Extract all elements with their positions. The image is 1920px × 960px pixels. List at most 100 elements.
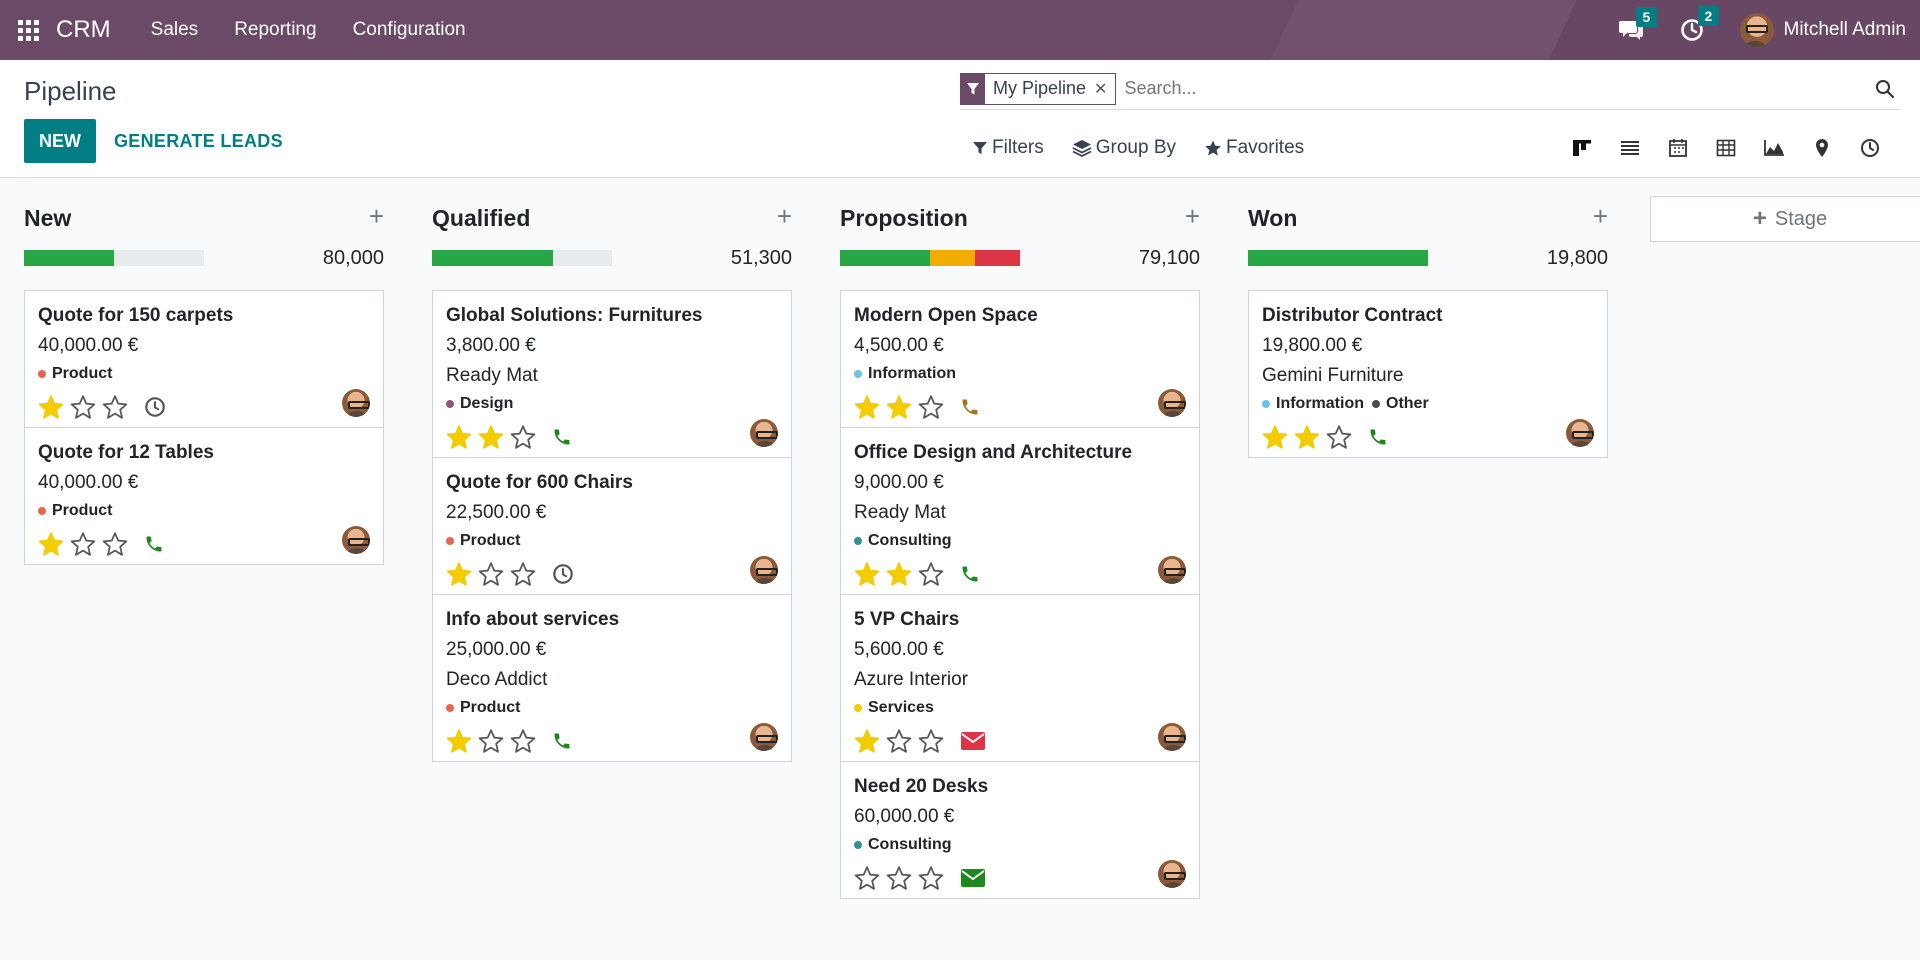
kanban-card[interactable]: Distributor Contract 19,800.00 € Gemini Fu… xyxy=(1249,291,1607,458)
kanban-card[interactable]: Global Solutions: Furnitures 3,800.00 € Re… xyxy=(433,291,791,458)
activities-button[interactable]: 2 xyxy=(1680,6,1720,42)
card-list: Distributor Contract 19,800.00 € Gemini Fu… xyxy=(1248,290,1608,458)
star-empty-icon[interactable] xyxy=(102,394,128,420)
star-filled-icon[interactable] xyxy=(854,728,880,754)
tag-color-dot xyxy=(38,507,46,515)
app-brand[interactable]: CRM xyxy=(56,16,111,43)
apps-menu-icon[interactable] xyxy=(16,18,40,42)
groupby-toggle[interactable]: Group By xyxy=(1072,137,1176,159)
star-empty-icon[interactable] xyxy=(886,865,912,891)
activity-view-icon[interactable] xyxy=(1846,128,1894,168)
menu-reporting[interactable]: Reporting xyxy=(234,19,317,40)
favorites-toggle[interactable]: Favorites xyxy=(1204,137,1304,159)
star-empty-icon[interactable] xyxy=(918,394,944,420)
star-filled-icon[interactable] xyxy=(446,424,472,450)
star-filled-icon[interactable] xyxy=(478,424,504,450)
assignee-avatar xyxy=(1158,860,1186,888)
star-empty-icon[interactable] xyxy=(918,561,944,587)
kanban-card[interactable]: Quote for 600 Chairs 22,500.00 € Product xyxy=(433,458,791,595)
star-empty-icon[interactable] xyxy=(70,394,96,420)
quick-create-icon[interactable]: + xyxy=(1184,201,1200,231)
phone-icon[interactable] xyxy=(144,534,164,554)
star-filled-icon[interactable] xyxy=(854,561,880,587)
quick-create-icon[interactable]: + xyxy=(776,201,792,231)
star-empty-icon[interactable] xyxy=(918,728,944,754)
star-empty-icon[interactable] xyxy=(886,728,912,754)
calendar-view-icon[interactable] xyxy=(1654,128,1702,168)
add-stage-button[interactable]: + Stage xyxy=(1650,196,1920,242)
kanban-card[interactable]: Modern Open Space 4,500.00 € Information xyxy=(841,291,1199,428)
star-empty-icon[interactable] xyxy=(1326,424,1352,450)
menu-sales[interactable]: Sales xyxy=(150,19,199,40)
quick-create-icon[interactable]: + xyxy=(1592,201,1608,231)
phone-icon[interactable] xyxy=(960,564,980,584)
kanban-card[interactable]: Quote for 12 Tables 40,000.00 € Product xyxy=(25,428,383,565)
phone-icon[interactable] xyxy=(552,427,572,447)
tag-color-dot xyxy=(446,400,454,408)
column-title: New xyxy=(24,205,72,231)
progress-segment[interactable] xyxy=(930,250,975,266)
map-view-icon[interactable] xyxy=(1798,128,1846,168)
kanban-card[interactable]: Quote for 150 carpets 40,000.00 € Product xyxy=(25,291,383,428)
star-empty-icon[interactable] xyxy=(510,424,536,450)
progress-segment[interactable] xyxy=(24,250,114,266)
layers-icon xyxy=(1072,140,1092,157)
filters-toggle[interactable]: Filters xyxy=(972,137,1044,159)
star-empty-icon[interactable] xyxy=(510,728,536,754)
search-input[interactable] xyxy=(1124,78,1870,99)
clock-icon[interactable] xyxy=(144,396,166,418)
star-filled-icon[interactable] xyxy=(854,394,880,420)
kanban-card[interactable]: Info about services 25,000.00 € Deco Addic… xyxy=(433,595,791,762)
clock-icon xyxy=(1680,19,1703,41)
pivot-view-icon[interactable] xyxy=(1702,128,1750,168)
star-filled-icon[interactable] xyxy=(1294,424,1320,450)
user-menu[interactable]: Mitchell Admin xyxy=(1739,13,1906,47)
phone-icon[interactable] xyxy=(960,397,980,417)
card-expected-revenue: 4,500.00 € xyxy=(854,335,944,356)
kanban-card[interactable]: Office Design and Architecture 9,000.00 €… xyxy=(841,428,1199,595)
graph-view-icon[interactable] xyxy=(1750,128,1798,168)
star-empty-icon[interactable] xyxy=(510,561,536,587)
envelope-icon[interactable] xyxy=(960,868,986,888)
kanban-card[interactable]: Need 20 Desks 60,000.00 € Consulting xyxy=(841,762,1199,899)
star-filled-icon[interactable] xyxy=(1262,424,1288,450)
star-empty-icon[interactable] xyxy=(102,531,128,557)
assignee-avatar xyxy=(342,389,370,417)
search-icon[interactable] xyxy=(1870,79,1900,99)
column-header: Proposition +79,100 xyxy=(840,179,1200,269)
star-filled-icon[interactable] xyxy=(38,394,64,420)
messages-button[interactable]: 5 xyxy=(1618,7,1658,41)
phone-icon[interactable] xyxy=(552,731,572,751)
phone-icon[interactable] xyxy=(1368,427,1388,447)
progress-segment[interactable] xyxy=(975,250,1020,266)
star-empty-icon[interactable] xyxy=(478,728,504,754)
column-progressbar[interactable] xyxy=(840,250,1020,266)
star-filled-icon[interactable] xyxy=(446,561,472,587)
envelope-icon[interactable] xyxy=(960,731,986,751)
star-empty-icon[interactable] xyxy=(918,865,944,891)
kanban-card[interactable]: 5 VP Chairs 5,600.00 € Azure Interior Servi… xyxy=(841,595,1199,762)
star-empty-icon[interactable] xyxy=(478,561,504,587)
generate-leads-button[interactable]: GENERATE LEADS xyxy=(114,130,283,151)
clock-icon[interactable] xyxy=(552,563,574,585)
facet-remove-icon[interactable]: ✕ xyxy=(1094,80,1108,98)
kanban-view-icon[interactable] xyxy=(1558,128,1606,168)
star-empty-icon[interactable] xyxy=(70,531,96,557)
card-title: 5 VP Chairs xyxy=(854,609,960,630)
column-progressbar[interactable] xyxy=(1248,250,1428,266)
star-filled-icon[interactable] xyxy=(886,561,912,587)
card-title: Quote for 150 carpets xyxy=(38,305,234,326)
column-progressbar[interactable] xyxy=(24,250,204,266)
star-filled-icon[interactable] xyxy=(446,728,472,754)
star-empty-icon[interactable] xyxy=(854,865,880,891)
progress-segment[interactable] xyxy=(1248,250,1428,266)
new-button[interactable]: NEW xyxy=(24,119,96,163)
progress-segment[interactable] xyxy=(840,250,930,266)
progress-segment[interactable] xyxy=(432,250,553,266)
list-view-icon[interactable] xyxy=(1606,128,1654,168)
star-filled-icon[interactable] xyxy=(886,394,912,420)
column-progressbar[interactable] xyxy=(432,250,612,266)
quick-create-icon[interactable]: + xyxy=(368,201,384,231)
star-filled-icon[interactable] xyxy=(38,531,64,557)
menu-configuration[interactable]: Configuration xyxy=(352,19,466,40)
